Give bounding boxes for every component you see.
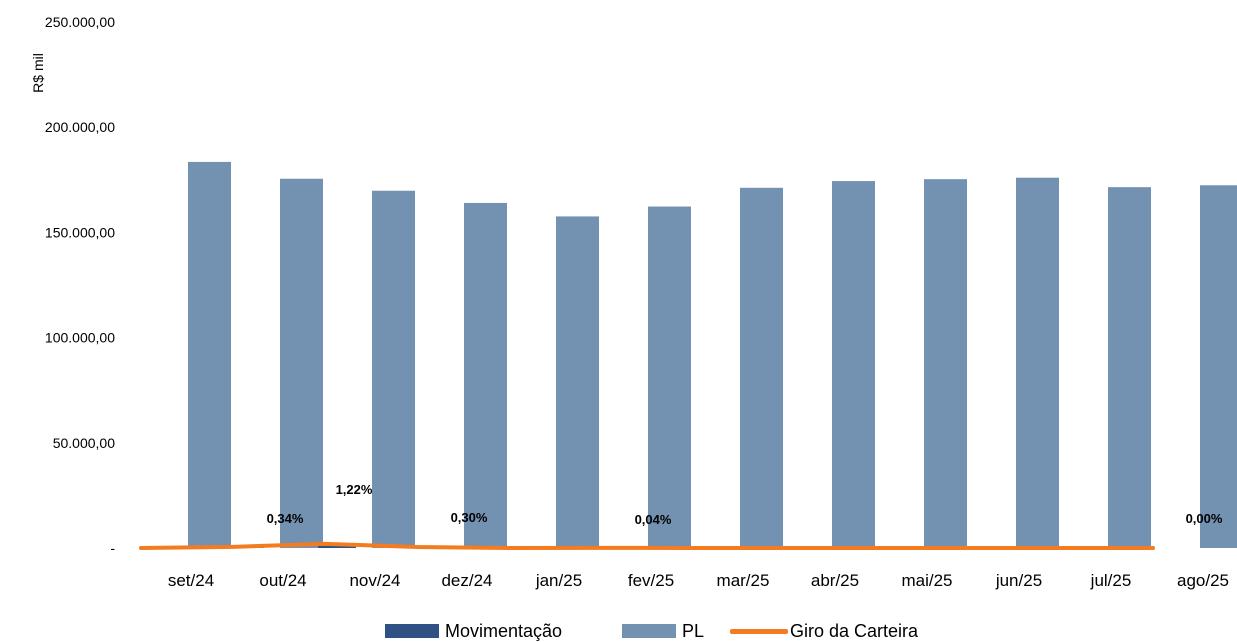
legend-item-pl: PL [622,620,704,642]
legend-swatch-movimentacao [385,624,439,638]
y-tick-label: - [110,540,115,556]
legend-swatch-giro [730,628,788,634]
x-tick-label: mai/25 [901,571,952,590]
y-tick-label: 50.000,00 [53,435,115,451]
bar-pl [556,216,599,548]
giro-data-label: 0,34% [267,511,304,526]
giro-data-label: 0,04% [635,512,672,527]
x-tick-label: jun/25 [995,571,1042,590]
x-tick-label: jan/25 [535,571,582,590]
bar-pl [372,190,415,549]
bar-pl [924,179,967,548]
bar-pl [1200,185,1237,549]
y-axis-label: R$ mil [30,53,46,93]
x-tick-label: dez/24 [441,571,492,590]
y-tick-label: 200.000,00 [45,119,115,135]
giro-line-group [139,541,1155,550]
bar-pl [280,178,323,549]
x-tick-label: abr/25 [811,571,859,590]
giro-data-label: 0,00% [1186,511,1223,526]
x-tick-label: out/24 [259,571,306,590]
legend-swatch-pl [622,624,676,638]
x-tick-label: nov/24 [349,571,400,590]
x-tick-label: set/24 [168,571,214,590]
legend-label-giro: Giro da Carteira [790,620,919,641]
x-tick-label: mar/25 [717,571,770,590]
bar-pl [1016,177,1059,549]
y-tick-label: 250.000,00 [45,14,115,30]
x-ticks: set/24 out/24 nov/24 dez/24 jan/25 fev/25 mar/… [168,571,1229,590]
bar-pl [832,181,875,549]
x-tick-label: ago/25 [1177,571,1229,590]
y-tick-label: 150.000,00 [45,224,115,240]
bar-pl [648,206,691,548]
bar-pl [464,202,507,548]
bar-pl [188,161,231,548]
y-ticks: 250.000,00 200.000,00 150.000,00 100.000,00… [45,14,115,556]
data-labels: 0,34% 1,22% 0,30% 0,04% 0,00% [267,482,1223,527]
legend-label-pl: PL [682,620,705,641]
line-giro-da-carteira [139,541,1155,550]
bar-pl [740,187,783,548]
legend-item-movimentacao: Movimentação [385,620,562,642]
legend-label-movimentacao: Movimentação [445,620,563,641]
x-tick-label: fev/25 [628,571,674,590]
legend: Movimentação PL Giro da Carteira [0,620,1237,642]
bar-pl [1108,187,1151,548]
giro-data-label: 1,22% [336,482,373,497]
legend-item-giro: Giro da Carteira [730,620,918,642]
bars [188,161,1237,549]
x-tick-label: jul/25 [1090,571,1132,590]
giro-data-label: 0,30% [451,510,488,525]
y-tick-label: 100.000,00 [45,330,115,346]
